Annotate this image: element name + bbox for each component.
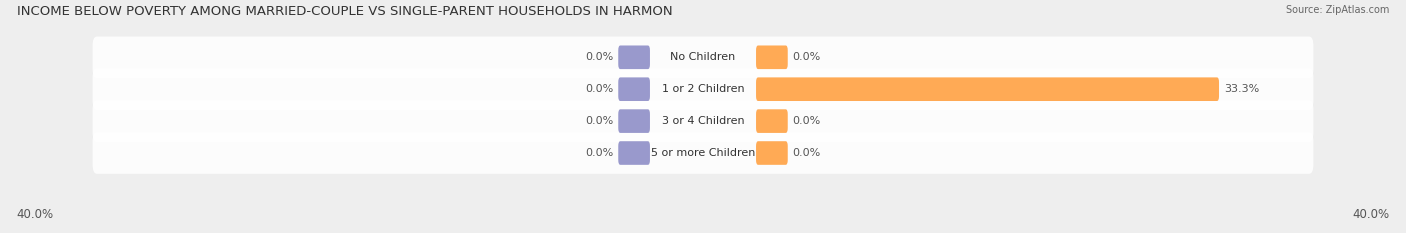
Text: 0.0%: 0.0%	[585, 148, 613, 158]
Text: 0.0%: 0.0%	[585, 84, 613, 94]
Text: 40.0%: 40.0%	[17, 208, 53, 221]
FancyBboxPatch shape	[619, 109, 650, 133]
FancyBboxPatch shape	[93, 100, 1313, 142]
FancyBboxPatch shape	[756, 77, 1219, 101]
FancyBboxPatch shape	[756, 45, 787, 69]
FancyBboxPatch shape	[93, 37, 1313, 78]
Text: 0.0%: 0.0%	[585, 116, 613, 126]
Text: 40.0%: 40.0%	[1353, 208, 1389, 221]
FancyBboxPatch shape	[93, 132, 1313, 174]
FancyBboxPatch shape	[619, 141, 650, 165]
Text: 5 or more Children: 5 or more Children	[651, 148, 755, 158]
FancyBboxPatch shape	[93, 69, 1313, 110]
Text: No Children: No Children	[671, 52, 735, 62]
Text: 1 or 2 Children: 1 or 2 Children	[662, 84, 744, 94]
Text: 0.0%: 0.0%	[793, 116, 821, 126]
FancyBboxPatch shape	[619, 77, 650, 101]
Text: 3 or 4 Children: 3 or 4 Children	[662, 116, 744, 126]
Text: 0.0%: 0.0%	[585, 52, 613, 62]
Text: 0.0%: 0.0%	[793, 148, 821, 158]
Text: Source: ZipAtlas.com: Source: ZipAtlas.com	[1285, 5, 1389, 15]
Text: INCOME BELOW POVERTY AMONG MARRIED-COUPLE VS SINGLE-PARENT HOUSEHOLDS IN HARMON: INCOME BELOW POVERTY AMONG MARRIED-COUPL…	[17, 5, 672, 18]
Text: 33.3%: 33.3%	[1223, 84, 1260, 94]
FancyBboxPatch shape	[756, 109, 787, 133]
FancyBboxPatch shape	[756, 141, 787, 165]
Text: 0.0%: 0.0%	[793, 52, 821, 62]
FancyBboxPatch shape	[619, 45, 650, 69]
